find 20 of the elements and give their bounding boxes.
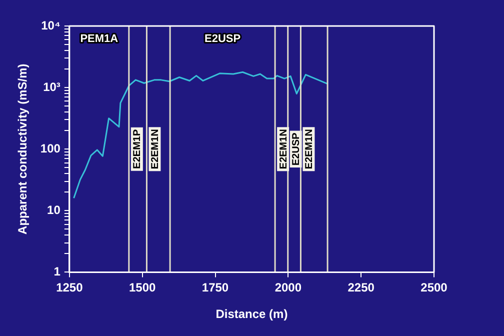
x-tick-label: 2000 [274, 280, 302, 295]
x-tick-label: 2500 [420, 280, 448, 295]
ref-line-label: E2EM1N [278, 129, 290, 170]
y-axis-title: Apparent conductivity (mS/m) [16, 64, 30, 234]
x-tick-label: 1750 [202, 280, 229, 295]
x-axis-title: Distance (m) [216, 307, 288, 322]
x-tick-label: 1500 [128, 280, 156, 295]
y-tick-label: 1 [54, 264, 61, 279]
x-tick-label: 1250 [56, 280, 84, 295]
annotation: E2USP [204, 33, 241, 46]
x-tick-label: 2250 [348, 280, 375, 295]
y-tick-label: 100 [40, 141, 61, 156]
ref-line-label: E2USP [291, 132, 302, 166]
ref-line-label: E2EM1P [132, 129, 144, 169]
y-tick-label: 10³ [43, 80, 60, 94]
ref-line-label: E2EM1N [150, 129, 161, 170]
y-tick-label: 10 [47, 202, 61, 217]
annotation: PEM1A [80, 33, 118, 46]
y-tick-label: 10⁴ [41, 18, 60, 32]
ref-line-label: E2EM1N [304, 129, 315, 170]
